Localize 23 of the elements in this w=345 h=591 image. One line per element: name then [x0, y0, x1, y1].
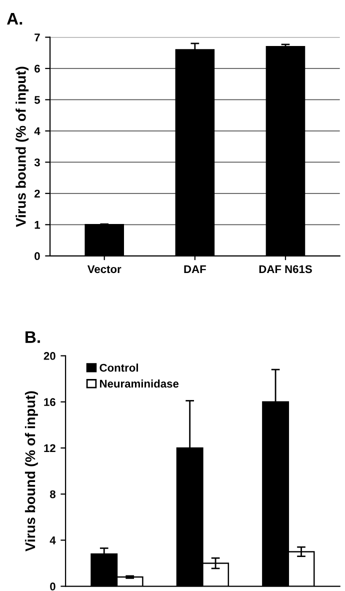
legend-label: Neuraminidase — [100, 379, 179, 388]
y-tick-label: 0 — [34, 252, 40, 260]
y-tick-label: 5 — [34, 96, 40, 104]
y-tick-label: 8 — [50, 490, 56, 498]
y-tick-label: 0 — [50, 582, 56, 590]
y-tick-label: 3 — [34, 158, 40, 166]
chart-title: B. — [26, 331, 40, 343]
y-tick-label: 4 — [34, 127, 40, 135]
chart-title: A. — [6, 13, 22, 25]
y-tick-label: 16 — [44, 398, 56, 406]
y-tick-label: 1 — [34, 221, 40, 229]
x-tick-label: DAF — [184, 265, 206, 273]
legend-label: Control — [100, 364, 138, 372]
y-tick-label: 12 — [44, 444, 56, 452]
y-tick-label: 7 — [34, 34, 40, 42]
y-tick-label: 20 — [44, 352, 56, 360]
y-axis-title: Virus bound (% of input) — [24, 391, 38, 552]
y-axis-title: Virus bound (% of input) — [16, 66, 29, 227]
x-tick-label: Vector — [87, 265, 122, 274]
y-tick-label: 6 — [34, 64, 40, 73]
y-tick-label: 2 — [34, 190, 40, 198]
y-tick-label: 4 — [50, 536, 56, 544]
x-tick-label: DAF N61S — [259, 265, 312, 274]
